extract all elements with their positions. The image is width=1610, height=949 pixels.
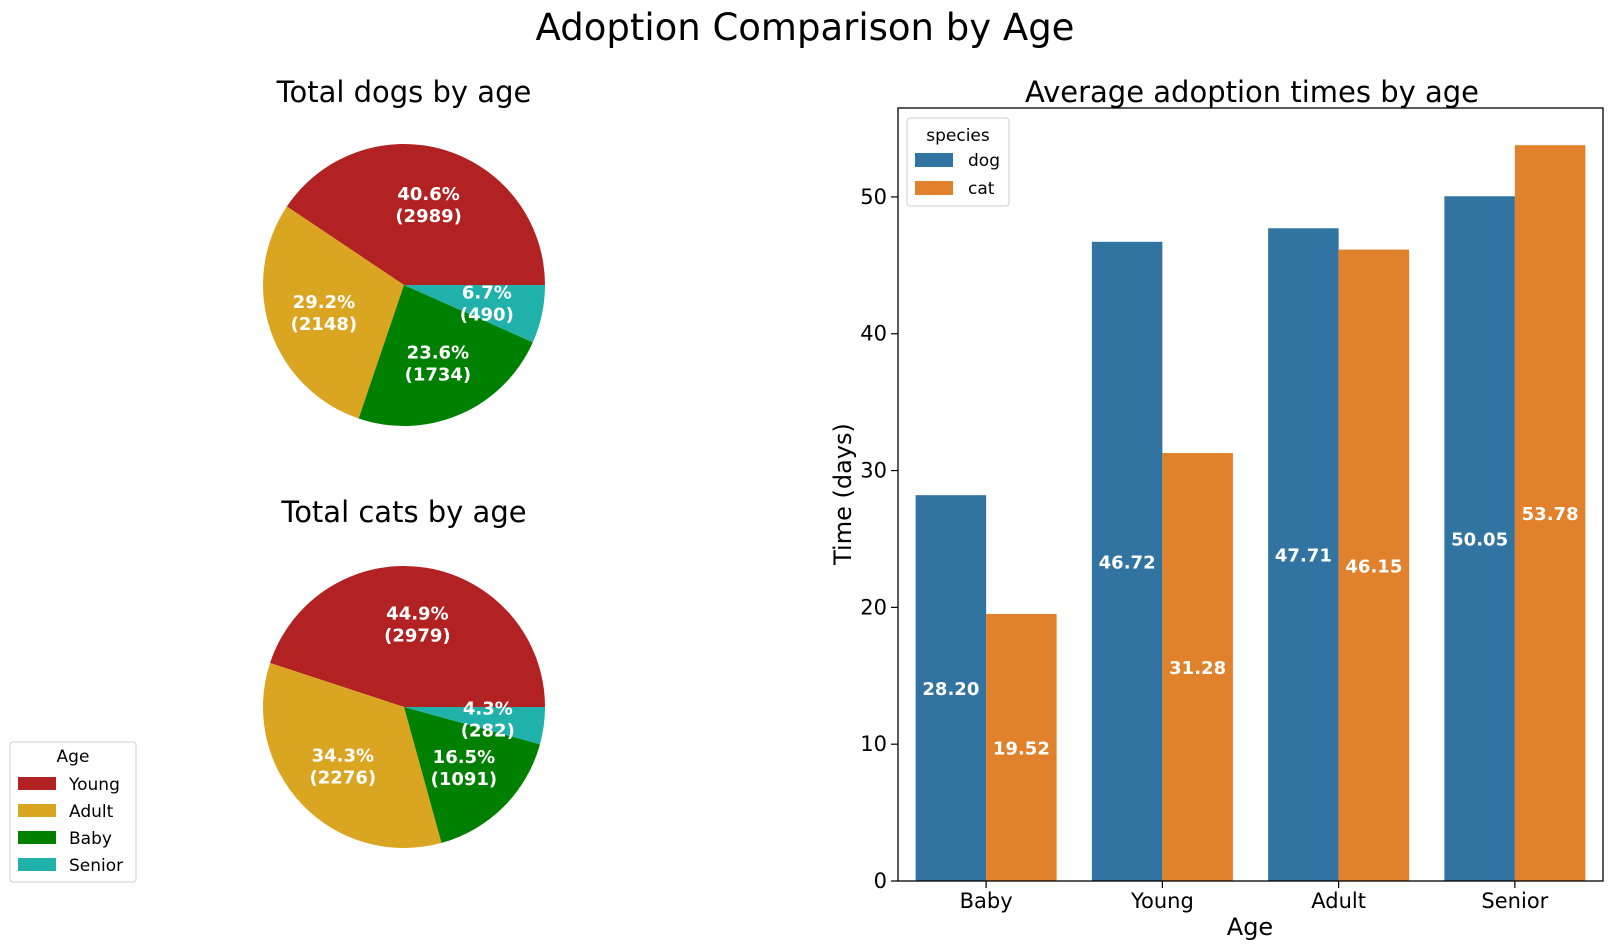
x-axis-label: Age <box>1227 913 1273 941</box>
y-tick-label-50: 50 <box>860 185 887 209</box>
plot-frame <box>897 107 1604 882</box>
bar-cat-adult <box>1338 249 1410 882</box>
bar-dog-adult <box>1268 228 1339 881</box>
pie-slice-dogs-young <box>286 144 545 285</box>
x-tick-label-senior: Senior <box>1481 889 1548 913</box>
y-tick-label-30: 30 <box>860 459 887 483</box>
y-tick-label-10: 10 <box>860 732 887 756</box>
species-legend: species dog cat <box>906 117 1010 207</box>
bar-cat-baby <box>986 613 1057 881</box>
bar-label-dog-adult: 47.71 <box>1275 546 1332 567</box>
pie-slice-cats-young <box>270 565 545 707</box>
pie-chart-cats: Total cats by age 44.9% (2979) 34.3% (2276)… <box>262 495 545 848</box>
x-tick-label-baby: Baby <box>960 889 1013 913</box>
pie-label-cats-young: 44.9% (2979) <box>384 604 451 647</box>
age-legend-label-baby: Baby <box>69 829 112 849</box>
bar-label-cat-adult: 46.15 <box>1345 556 1402 577</box>
pie-slice-dogs-baby <box>358 285 533 426</box>
pie-label-dogs-baby: 23.6% (1734) <box>405 343 472 386</box>
species-legend-swatch-dog <box>915 153 953 167</box>
x-tick-label-young: Young <box>1130 889 1194 913</box>
bar-label-dog-senior: 50.05 <box>1451 530 1508 551</box>
bar-label-cat-young: 31.28 <box>1169 658 1226 679</box>
pie-label-cats-baby: 16.5% (1091) <box>431 747 498 790</box>
pie-slice-cats-baby <box>404 707 540 843</box>
pie-label-cats-adult: 34.3% (2276) <box>310 745 377 788</box>
y-axis-label: Time (days) <box>829 423 857 566</box>
pie-label-dogs-senior: 6.7% (490) <box>460 283 514 326</box>
y-tick-label-20: 20 <box>860 595 887 619</box>
age-legend-label-young: Young <box>68 775 120 795</box>
pie-title-dogs: Total dogs by age <box>276 75 532 109</box>
y-tick-label-0: 0 <box>874 869 887 893</box>
y-tick-label-40: 40 <box>860 322 887 346</box>
age-legend-label-adult: Adult <box>69 802 114 822</box>
pie-slice-cats-senior <box>404 707 545 745</box>
bar-cat-senior <box>1514 145 1586 881</box>
bar-chart-title: Average adoption times by age <box>1025 75 1479 109</box>
pie-chart-dogs: Total dogs by age 40.6% (2989) 29.2% (2148)… <box>263 75 545 426</box>
species-legend-label-dog: dog <box>968 151 1000 171</box>
pie-label-dogs-young: 40.6% (2989) <box>395 184 462 227</box>
age-legend-title: Age <box>57 747 90 767</box>
bar-cat-young <box>1162 453 1233 881</box>
age-legend-swatch-young <box>18 777 56 790</box>
pie-label-dogs-adult: 29.2% (2148) <box>291 292 358 335</box>
x-tick-label-adult: Adult <box>1311 889 1366 913</box>
species-legend-label-cat: cat <box>968 179 995 199</box>
bar-label-cat-senior: 53.78 <box>1522 504 1579 525</box>
bar-label-dog-baby: 28.20 <box>922 679 979 700</box>
pie-label-cats-senior: 4.3% (282) <box>461 698 515 741</box>
pie-slice-dogs-adult <box>263 206 404 419</box>
age-legend-label-senior: Senior <box>69 856 123 876</box>
species-legend-title: species <box>926 126 990 146</box>
bar-dog-senior <box>1444 196 1515 881</box>
pie-slice-dogs-senior <box>404 285 545 343</box>
bar-dog-young <box>1091 241 1163 882</box>
pie-slice-cats-adult <box>262 662 442 848</box>
age-legend-swatch-senior <box>18 858 56 871</box>
figure-title: Adoption Comparison by Age <box>536 6 1075 49</box>
bar-label-cat-baby: 19.52 <box>993 738 1050 759</box>
bar-label-dog-young: 46.72 <box>1099 552 1156 573</box>
age-legend: Age Young Adult Baby Senior <box>9 741 137 883</box>
bar-dog-baby <box>915 495 987 881</box>
age-legend-swatch-baby <box>18 831 56 844</box>
bar-chart-adoption-times: Average adoption times by age 28.20 46.72… <box>829 75 1604 941</box>
species-legend-swatch-cat <box>915 181 953 195</box>
age-legend-swatch-adult <box>18 804 56 817</box>
pie-title-cats: Total cats by age <box>280 495 526 529</box>
